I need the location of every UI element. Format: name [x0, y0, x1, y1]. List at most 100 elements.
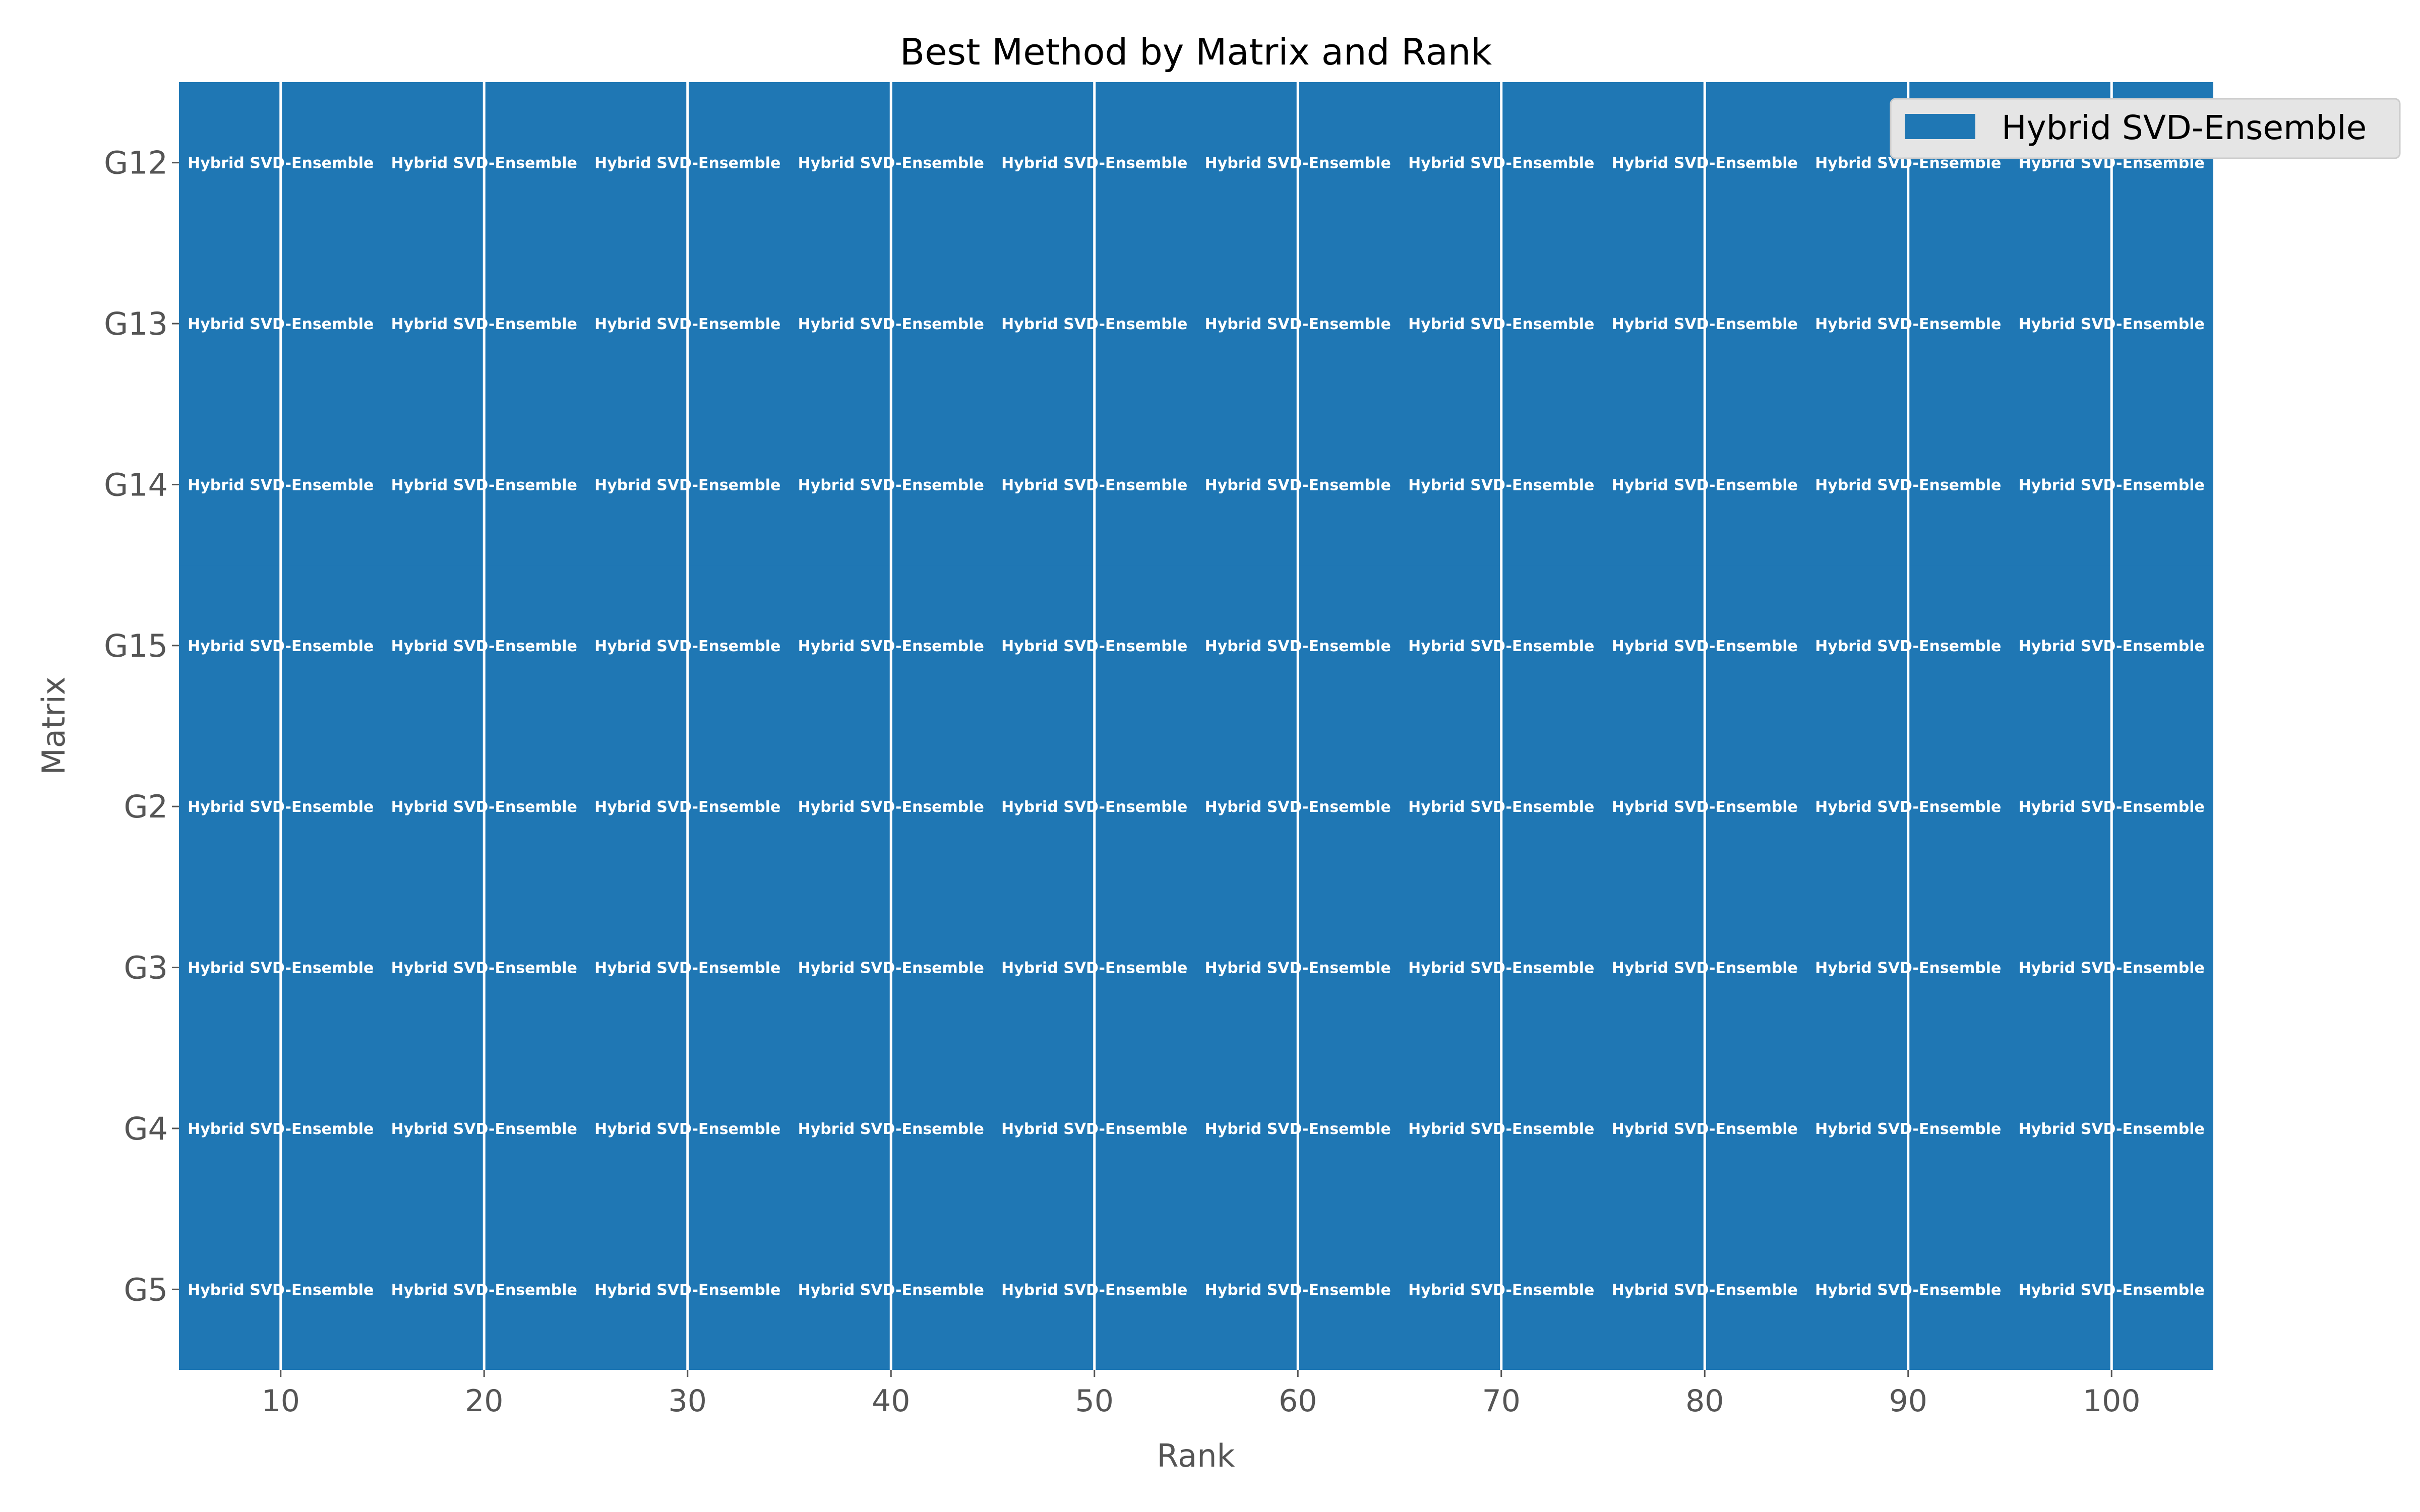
- cell-label: Hybrid SVD-Ensemble: [391, 798, 577, 816]
- x-axis-label: Rank: [1157, 1437, 1235, 1474]
- chart-title: Best Method by Matrix and Rank: [900, 31, 1492, 73]
- cell-label: Hybrid SVD-Ensemble: [1408, 155, 1594, 172]
- x-tick-label: 20: [465, 1383, 503, 1419]
- cell-label: Hybrid SVD-Ensemble: [1001, 960, 1187, 977]
- cell-label: Hybrid SVD-Ensemble: [594, 155, 780, 172]
- cell-label: Hybrid SVD-Ensemble: [1205, 155, 1391, 172]
- cell-label: Hybrid SVD-Ensemble: [1408, 1281, 1594, 1299]
- cell-label: Hybrid SVD-Ensemble: [1408, 960, 1594, 977]
- cell-label: Hybrid SVD-Ensemble: [1205, 960, 1391, 977]
- cell-label: Hybrid SVD-Ensemble: [798, 155, 984, 172]
- cell-label: Hybrid SVD-Ensemble: [1205, 1281, 1391, 1299]
- cell-label: Hybrid SVD-Ensemble: [1001, 155, 1187, 172]
- cell-label: Hybrid SVD-Ensemble: [1205, 1120, 1391, 1138]
- y-tick-label: G14: [104, 466, 168, 503]
- y-tick-label: G4: [124, 1110, 168, 1147]
- cell-label: Hybrid SVD-Ensemble: [1001, 476, 1187, 494]
- cell-label: Hybrid SVD-Ensemble: [1205, 638, 1391, 655]
- cell-label: Hybrid SVD-Ensemble: [1408, 798, 1594, 816]
- cell-label: Hybrid SVD-Ensemble: [798, 316, 984, 333]
- cell-label: Hybrid SVD-Ensemble: [594, 638, 780, 655]
- y-tick-label: G12: [104, 145, 168, 181]
- cell-label: Hybrid SVD-Ensemble: [188, 476, 374, 494]
- cell-label: Hybrid SVD-Ensemble: [1612, 1281, 1798, 1299]
- y-tick-label: G13: [104, 305, 168, 342]
- cell-label: Hybrid SVD-Ensemble: [1205, 798, 1391, 816]
- y-tick-label: G5: [124, 1271, 168, 1308]
- y-axis-label: Matrix: [35, 676, 72, 775]
- x-axis: 10 20 30 40 50 60 70 80 90 100: [262, 1370, 2141, 1419]
- cell-label: Hybrid SVD-Ensemble: [1612, 960, 1798, 977]
- y-tick-label: G2: [124, 788, 168, 825]
- cell-label: Hybrid SVD-Ensemble: [1815, 1281, 2001, 1299]
- cell-label: Hybrid SVD-Ensemble: [1408, 476, 1594, 494]
- cell-label: Hybrid SVD-Ensemble: [798, 1120, 984, 1138]
- x-tick-label: 60: [1279, 1383, 1317, 1419]
- cell-labels: Hybrid SVD-Ensemble Hybrid SVD-Ensemble Hy…: [188, 155, 2205, 1299]
- cell-label: Hybrid SVD-Ensemble: [1205, 476, 1391, 494]
- cell-label: Hybrid SVD-Ensemble: [594, 960, 780, 977]
- x-tick-label: 30: [669, 1383, 707, 1419]
- cell-label: Hybrid SVD-Ensemble: [2019, 1281, 2205, 1299]
- x-tick-label: 90: [1889, 1383, 1927, 1419]
- cell-label: Hybrid SVD-Ensemble: [2019, 798, 2205, 816]
- grid-lines: [279, 82, 2113, 1370]
- cell-label: Hybrid SVD-Ensemble: [1815, 316, 2001, 333]
- cell-label: Hybrid SVD-Ensemble: [798, 960, 984, 977]
- x-tick-label: 80: [1685, 1383, 1724, 1419]
- cell-label: Hybrid SVD-Ensemble: [391, 476, 577, 494]
- cell-label: Hybrid SVD-Ensemble: [188, 960, 374, 977]
- legend-swatch: [1905, 114, 1975, 139]
- cell-label: Hybrid SVD-Ensemble: [2019, 1120, 2205, 1138]
- cell-label: Hybrid SVD-Ensemble: [594, 476, 780, 494]
- cell-label: Hybrid SVD-Ensemble: [1612, 476, 1798, 494]
- cell-label: Hybrid SVD-Ensemble: [798, 638, 984, 655]
- cell-label: Hybrid SVD-Ensemble: [1815, 476, 2001, 494]
- cell-label: Hybrid SVD-Ensemble: [391, 155, 577, 172]
- cell-label: Hybrid SVD-Ensemble: [1612, 155, 1798, 172]
- cell-label: Hybrid SVD-Ensemble: [188, 316, 374, 333]
- cell-label: Hybrid SVD-Ensemble: [1205, 316, 1391, 333]
- legend: Hybrid SVD-Ensemble: [1890, 98, 2401, 159]
- x-tick-label: 10: [262, 1383, 300, 1419]
- x-tick-label: 50: [1075, 1383, 1114, 1419]
- legend-box: [1890, 98, 2401, 159]
- cell-label: Hybrid SVD-Ensemble: [1612, 638, 1798, 655]
- cell-label: Hybrid SVD-Ensemble: [1001, 316, 1187, 333]
- cell-label: Hybrid SVD-Ensemble: [1408, 1120, 1594, 1138]
- cell-label: Hybrid SVD-Ensemble: [1001, 638, 1187, 655]
- cell-label: Hybrid SVD-Ensemble: [798, 1281, 984, 1299]
- cell-label: Hybrid SVD-Ensemble: [798, 798, 984, 816]
- cell-label: Hybrid SVD-Ensemble: [391, 316, 577, 333]
- cell-label: Hybrid SVD-Ensemble: [391, 1281, 577, 1299]
- cell-label: Hybrid SVD-Ensemble: [798, 476, 984, 494]
- cell-label: Hybrid SVD-Ensemble: [1815, 798, 2001, 816]
- y-tick-label: G3: [124, 950, 168, 986]
- cell-label: Hybrid SVD-Ensemble: [594, 316, 780, 333]
- cell-label: Hybrid SVD-Ensemble: [1001, 1120, 1187, 1138]
- cell-label: Hybrid SVD-Ensemble: [1408, 638, 1594, 655]
- cell-label: Hybrid SVD-Ensemble: [594, 798, 780, 816]
- y-tick-label: G15: [104, 627, 168, 664]
- cell-label: Hybrid SVD-Ensemble: [594, 1281, 780, 1299]
- cell-label: Hybrid SVD-Ensemble: [188, 1281, 374, 1299]
- cell-label: Hybrid SVD-Ensemble: [2019, 316, 2205, 333]
- cell-label: Hybrid SVD-Ensemble: [188, 638, 374, 655]
- cell-label: Hybrid SVD-Ensemble: [2019, 476, 2205, 494]
- cell-label: Hybrid SVD-Ensemble: [188, 155, 374, 172]
- cell-label: Hybrid SVD-Ensemble: [2019, 638, 2205, 655]
- cell-label: Hybrid SVD-Ensemble: [1408, 316, 1594, 333]
- cell-label: Hybrid SVD-Ensemble: [1612, 316, 1798, 333]
- legend-label: Hybrid SVD-Ensemble: [2002, 108, 2367, 147]
- x-tick-label: 40: [872, 1383, 910, 1419]
- cell-label: Hybrid SVD-Ensemble: [1815, 638, 2001, 655]
- y-axis: G12 G13 G14 G15 G2 G3 G4 G5: [104, 145, 179, 1308]
- cell-label: Hybrid SVD-Ensemble: [2019, 960, 2205, 977]
- cell-label: Hybrid SVD-Ensemble: [1612, 798, 1798, 816]
- cell-label: Hybrid SVD-Ensemble: [1001, 798, 1187, 816]
- cell-label: Hybrid SVD-Ensemble: [1815, 960, 2001, 977]
- cell-label: Hybrid SVD-Ensemble: [188, 1120, 374, 1138]
- cell-label: Hybrid SVD-Ensemble: [1001, 1281, 1187, 1299]
- cell-label: Hybrid SVD-Ensemble: [594, 1120, 780, 1138]
